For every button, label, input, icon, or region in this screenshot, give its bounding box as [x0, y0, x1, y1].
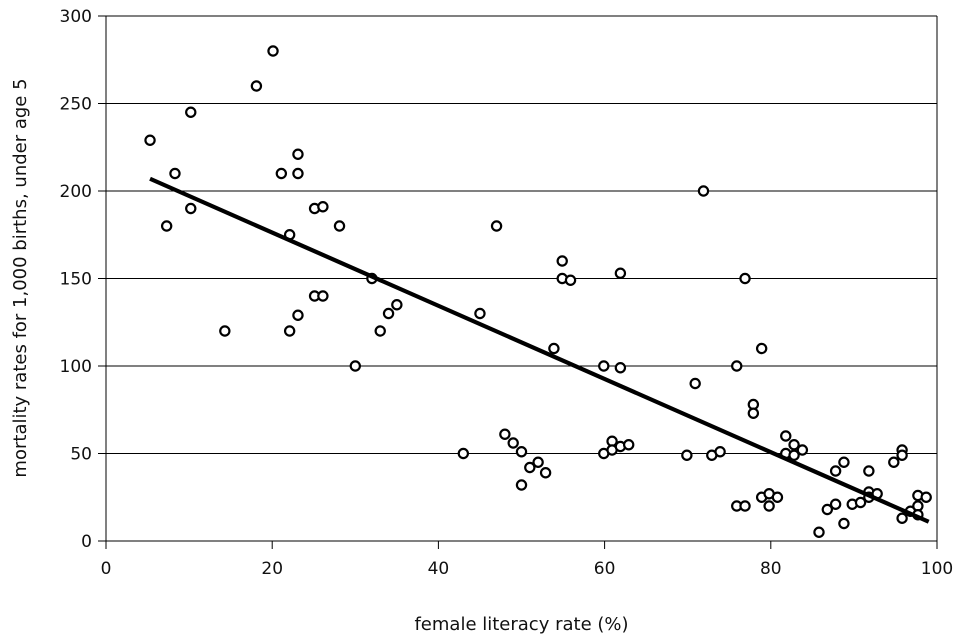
- data-point: [499, 428, 511, 440]
- gridlines: [106, 15, 937, 454]
- x-tick-label: 0: [101, 559, 112, 579]
- data-point: [614, 362, 627, 374]
- x-tick-label: 20: [261, 559, 283, 579]
- data-point: [838, 456, 850, 468]
- data-point: [490, 220, 503, 232]
- data-point: [382, 307, 395, 320]
- data-point: [755, 342, 768, 355]
- data-point: [564, 274, 577, 286]
- data-point: [556, 255, 568, 267]
- data-point: [739, 500, 751, 512]
- x-tick-label: 60: [594, 559, 616, 579]
- data-point: [267, 45, 279, 57]
- data-point: [829, 498, 842, 510]
- data-point: [813, 526, 825, 538]
- data-point: [275, 167, 288, 180]
- data-point: [391, 299, 403, 311]
- data-point: [829, 465, 842, 477]
- data-point: [714, 446, 726, 458]
- data-point: [292, 309, 304, 321]
- data-point: [896, 449, 908, 461]
- data-point: [598, 360, 610, 372]
- trendline: [149, 176, 930, 524]
- data-point: [515, 479, 528, 491]
- data-point: [821, 503, 834, 516]
- axes: [98, 15, 938, 549]
- x-axis-title: female literacy rate (%): [414, 614, 628, 635]
- data-points: [144, 45, 932, 538]
- data-point: [920, 491, 932, 503]
- data-point: [515, 446, 528, 458]
- data-point: [763, 500, 775, 512]
- trendline-group: [149, 176, 930, 524]
- data-point: [474, 307, 486, 320]
- data-point: [160, 220, 173, 232]
- data-point: [854, 496, 867, 509]
- data-point: [169, 167, 181, 180]
- y-tick-label: 50: [70, 445, 92, 465]
- data-point: [457, 447, 470, 460]
- data-point: [896, 512, 908, 524]
- data-point: [888, 456, 900, 468]
- data-point: [317, 201, 329, 213]
- data-point: [524, 461, 536, 474]
- y-tick-label: 0: [81, 532, 92, 552]
- data-point: [219, 325, 231, 337]
- data-point: [349, 360, 361, 372]
- data-point: [681, 449, 693, 461]
- data-point: [697, 185, 710, 197]
- y-tick-label: 300: [60, 7, 92, 27]
- data-point: [374, 325, 386, 337]
- data-point: [622, 439, 635, 451]
- data-point: [771, 491, 784, 503]
- data-point: [838, 517, 850, 530]
- data-point: [185, 202, 197, 215]
- data-point: [788, 439, 800, 451]
- data-point: [747, 407, 760, 419]
- data-point: [689, 377, 701, 390]
- data-point: [788, 449, 800, 461]
- y-axis-title: mortality rates for 1,000 births, under …: [10, 78, 31, 477]
- data-point: [739, 272, 751, 285]
- data-point: [532, 456, 544, 468]
- data-point: [539, 467, 552, 479]
- x-tick-label: 40: [428, 559, 450, 579]
- data-point: [507, 437, 519, 449]
- x-tick-label: 80: [760, 559, 782, 579]
- data-point: [250, 80, 263, 92]
- y-tick-label: 100: [60, 357, 92, 377]
- data-point: [292, 148, 304, 160]
- data-point: [548, 342, 560, 355]
- data-point: [283, 325, 296, 337]
- data-point: [185, 106, 197, 118]
- data-point: [333, 220, 346, 232]
- y-tick-labels: 0 50 100 150 200 250 300: [60, 7, 92, 552]
- y-tick-label: 200: [60, 182, 92, 202]
- data-point: [863, 465, 875, 477]
- data-point: [731, 360, 743, 372]
- data-point: [292, 167, 304, 180]
- x-tick-labels: 0 20 40 60 80 100: [101, 559, 954, 579]
- data-point: [796, 444, 809, 456]
- data-point: [614, 267, 627, 279]
- data-point: [144, 134, 156, 146]
- x-tick-label: 100: [921, 559, 953, 579]
- data-point: [780, 430, 792, 442]
- y-tick-label: 150: [60, 270, 92, 290]
- data-point: [317, 290, 329, 302]
- y-tick-label: 250: [60, 95, 92, 115]
